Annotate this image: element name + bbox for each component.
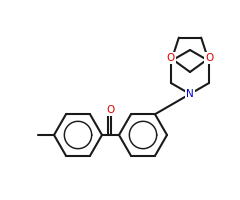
Text: O: O xyxy=(167,53,175,63)
Text: N: N xyxy=(186,89,194,99)
Text: O: O xyxy=(205,53,213,63)
Text: O: O xyxy=(106,105,115,115)
